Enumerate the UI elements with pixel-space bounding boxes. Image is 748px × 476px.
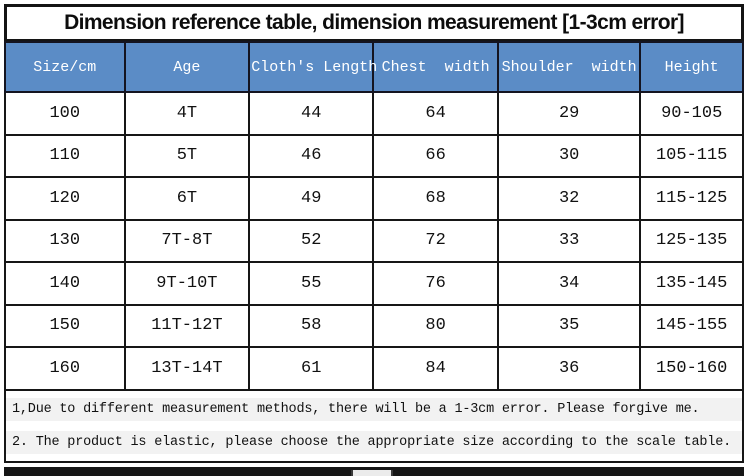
chart-title: Dimension reference table, dimension mea… xyxy=(64,11,684,34)
table-cell: 150-160 xyxy=(639,346,744,391)
size-table-body: 100 4T 44 64 29 90-105 110 5T 46 66 30 105-115 120 6T… xyxy=(4,91,744,391)
table-cell: 84 xyxy=(372,346,499,391)
table-cell: 115-125 xyxy=(639,176,744,221)
table-cell: 32 xyxy=(496,176,642,221)
table-cell: 72 xyxy=(372,218,499,263)
table-cell: 66 xyxy=(372,133,499,178)
table-cell: 36 xyxy=(496,346,642,391)
table-row: 130 7T-8T 52 72 33 125-135 xyxy=(4,218,744,263)
table-cell: 4T xyxy=(123,91,251,136)
table-cell: 6T xyxy=(123,176,251,221)
table-cell: 145-155 xyxy=(639,303,744,348)
table-cell: 34 xyxy=(496,261,642,306)
table-cell: 105-115 xyxy=(639,133,744,178)
table-row: 120 6T 49 68 32 115-125 xyxy=(4,176,744,221)
note-1: 1,Due to different measurement methods, … xyxy=(6,397,742,421)
table-cell: 30 xyxy=(496,133,642,178)
table-cell: 46 xyxy=(248,133,375,178)
col-header-height: Height xyxy=(639,41,744,93)
table-cell: 13T-14T xyxy=(123,346,251,391)
table-cell: 61 xyxy=(248,346,375,391)
col-header-chest: Chest width xyxy=(372,41,499,93)
table-cell: 76 xyxy=(372,261,499,306)
note-2: 2. The product is elastic, please choose… xyxy=(6,430,742,454)
table-cell: 140 xyxy=(4,261,126,306)
table-row: 110 5T 46 66 30 105-115 xyxy=(4,133,744,178)
col-header-age: Age xyxy=(123,41,251,93)
table-cell: 35 xyxy=(496,303,642,348)
table-cell: 90-105 xyxy=(639,91,744,136)
table-cell: 100 xyxy=(4,91,126,136)
size-table: Size/cm Age Cloth's Length Chest width S… xyxy=(4,41,744,391)
table-cell: 44 xyxy=(248,91,375,136)
table-row: 160 13T-14T 61 84 36 150-160 xyxy=(4,346,744,391)
notes-box: 1,Due to different measurement methods, … xyxy=(4,390,744,463)
table-cell: 7T-8T xyxy=(123,218,251,263)
table-cell: 5T xyxy=(123,133,251,178)
table-row: 150 11T-12T 58 80 35 145-155 xyxy=(4,303,744,348)
col-header-shoulder: Shoulder width xyxy=(496,41,642,93)
table-cell: 125-135 xyxy=(639,218,744,263)
next-table-top-edge xyxy=(4,467,744,476)
table-cell: 68 xyxy=(372,176,499,221)
table-cell: 150 xyxy=(4,303,126,348)
table-cell: 110 xyxy=(4,133,126,178)
table-cell: 130 xyxy=(4,218,126,263)
table-cell: 135-145 xyxy=(639,261,744,306)
col-header-length: Cloth's Length xyxy=(248,41,377,93)
table-cell: 55 xyxy=(248,261,375,306)
table-cell: 11T-12T xyxy=(123,303,251,348)
next-table-cell-edge xyxy=(351,470,393,476)
table-cell: 160 xyxy=(4,346,126,391)
table-cell: 29 xyxy=(496,91,642,136)
col-header-size: Size/cm xyxy=(4,41,126,93)
table-row: 140 9T-10T 55 76 34 135-145 xyxy=(4,261,744,306)
table-cell: 80 xyxy=(372,303,499,348)
table-cell: 33 xyxy=(496,218,642,263)
table-cell: 64 xyxy=(372,91,499,136)
chart-title-box: Dimension reference table, dimension mea… xyxy=(4,4,744,42)
table-cell: 52 xyxy=(248,218,375,263)
table-cell: 120 xyxy=(4,176,126,221)
table-cell: 9T-10T xyxy=(123,261,251,306)
table-header-row: Size/cm Age Cloth's Length Chest width S… xyxy=(4,41,744,93)
table-cell: 58 xyxy=(248,303,375,348)
table-row: 100 4T 44 64 29 90-105 xyxy=(4,91,744,136)
table-cell: 49 xyxy=(248,176,375,221)
